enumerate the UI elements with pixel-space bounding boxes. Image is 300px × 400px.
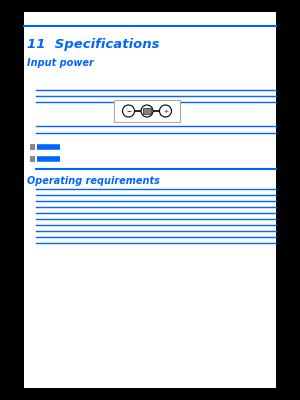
Ellipse shape [160, 105, 172, 117]
Text: Input power: Input power [27, 58, 94, 68]
Bar [114, 100, 180, 122]
Bar [30, 144, 35, 150]
Text: Operating requirements: Operating requirements [27, 176, 160, 186]
Bar [143, 108, 151, 114]
Bar [30, 156, 35, 162]
Text: +: + [163, 108, 168, 114]
Bar [24, 12, 276, 388]
Ellipse shape [122, 105, 134, 117]
Text: 11  Specifications: 11 Specifications [27, 38, 160, 51]
Ellipse shape [141, 105, 153, 117]
Text: −: − [126, 108, 131, 114]
